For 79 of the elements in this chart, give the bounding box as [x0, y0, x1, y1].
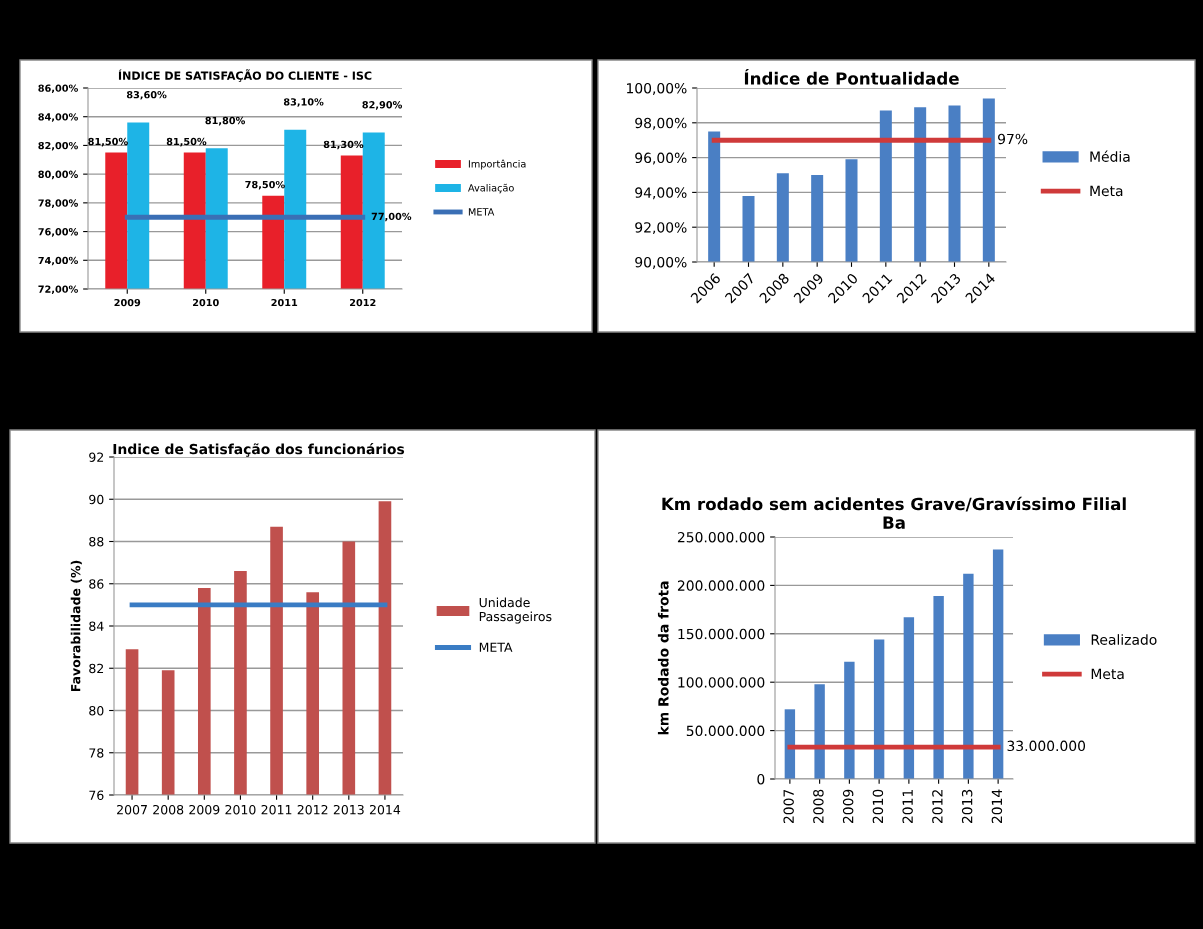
chart-title: Km rodado sem acidentes Grave/Gravíssimo Filial Ba [662, 496, 1126, 529]
bar [873, 639, 885, 779]
y-tick-label: 82 [89, 663, 104, 674]
y-tick-label: 100.000.000 [678, 677, 765, 688]
bar [903, 617, 915, 779]
x-tick-label: 2012 [297, 804, 328, 815]
x-tick-label: 2013 [333, 804, 364, 815]
y-tick-label: 100,00% [627, 82, 687, 95]
legend-label: Média [1090, 150, 1130, 162]
x-tick-label: 2010 [192, 298, 219, 307]
x-tick-label: 2012 [349, 298, 376, 307]
y-tick-label: 200.000.000 [677, 580, 765, 591]
legend-label: META [468, 208, 495, 216]
y-tick-label: 78,00% [38, 199, 78, 208]
data-label: 83,10% [283, 98, 324, 107]
x-tick-label: 2009 [189, 804, 220, 815]
legend-label: Unidade Passageiros [479, 597, 552, 624]
x-tick-label: 2012 [932, 790, 943, 824]
y-tick-label: 74,00% [38, 256, 78, 266]
y-tick-label: 92 [89, 452, 104, 462]
y-axis-title: Favorabilidade (%) [70, 560, 82, 692]
bar [784, 709, 796, 779]
legend-label: Realizado [1091, 634, 1157, 645]
legend-label: META [479, 642, 513, 652]
legend-label: Importância [468, 159, 526, 170]
bar [814, 684, 825, 779]
data-label: 33.000.000 [1007, 740, 1086, 752]
data-label: 83,60% [126, 91, 167, 100]
x-tick-label: 2010 [872, 789, 884, 824]
x-tick-label: 2009 [114, 298, 141, 307]
data-label: 81,80% [205, 116, 246, 126]
y-tick-label: 72,00% [38, 285, 78, 295]
y-tick-label: 150.000.000 [678, 628, 765, 640]
data-label: 81,50% [166, 137, 207, 147]
x-tick-label: 2008 [813, 789, 824, 824]
x-tick-label: 2011 [271, 298, 298, 307]
bar [963, 573, 974, 779]
legend-label: Meta [1091, 668, 1124, 680]
data-label: 82,90% [362, 101, 403, 110]
bar [844, 661, 855, 779]
x-tick-label: 2014 [991, 789, 1003, 824]
y-tick-label: 92,00% [635, 222, 687, 235]
y-tick-label: 96,00% [635, 152, 687, 165]
y-axis-title: km Rodado da frota [657, 581, 669, 735]
y-tick-label: 80,00% [38, 170, 78, 180]
y-tick-label: 86 [89, 579, 104, 589]
y-tick-label: 90,00% [635, 256, 687, 269]
x-tick-label: 2008 [153, 804, 184, 815]
legend-label: Avaliação [468, 183, 514, 194]
bar [933, 596, 944, 779]
y-tick-label: 250.000.000 [677, 531, 765, 543]
legend-label: Meta [1090, 185, 1123, 197]
x-tick-label: 2007 [117, 804, 147, 815]
chart-title: Indice de Satisfação dos funcionários [113, 443, 405, 457]
x-tick-label: 2010 [225, 804, 256, 815]
chart-title: Índice de Pontualidade [744, 69, 959, 85]
data-label: 97% [998, 133, 1028, 145]
x-tick-label: 2013 [961, 789, 973, 824]
x-tick-label: 2014 [369, 804, 401, 815]
y-tick-label: 94,00% [635, 187, 687, 200]
y-tick-label: 76 [89, 790, 104, 800]
x-tick-label: 2011 [261, 804, 292, 815]
bar [992, 549, 1004, 779]
y-tick-label: 98,00% [635, 117, 687, 130]
y-tick-label: 82,00% [38, 141, 78, 151]
x-tick-label: 2007 [783, 789, 794, 824]
y-tick-label: 50.000.000 [686, 725, 765, 737]
y-tick-label: 84,00% [38, 113, 78, 122]
y-tick-label: 86,00% [38, 84, 78, 94]
x-tick-label: 2009 [842, 789, 854, 824]
y-tick-label: 78 [89, 748, 104, 758]
y-tick-label: 90 [89, 494, 104, 505]
y-tick-label: 80 [89, 705, 104, 716]
y-tick-label: 76,00% [38, 228, 78, 237]
y-tick-label: 0 [757, 773, 765, 785]
x-tick-label: 2011 [902, 790, 913, 824]
chart-title: ÍNDICE DE SATISFAÇÃO DO CLIENTE - ISC [118, 69, 372, 82]
y-tick-label: 84 [89, 621, 104, 631]
y-tick-label: 88 [89, 536, 104, 547]
